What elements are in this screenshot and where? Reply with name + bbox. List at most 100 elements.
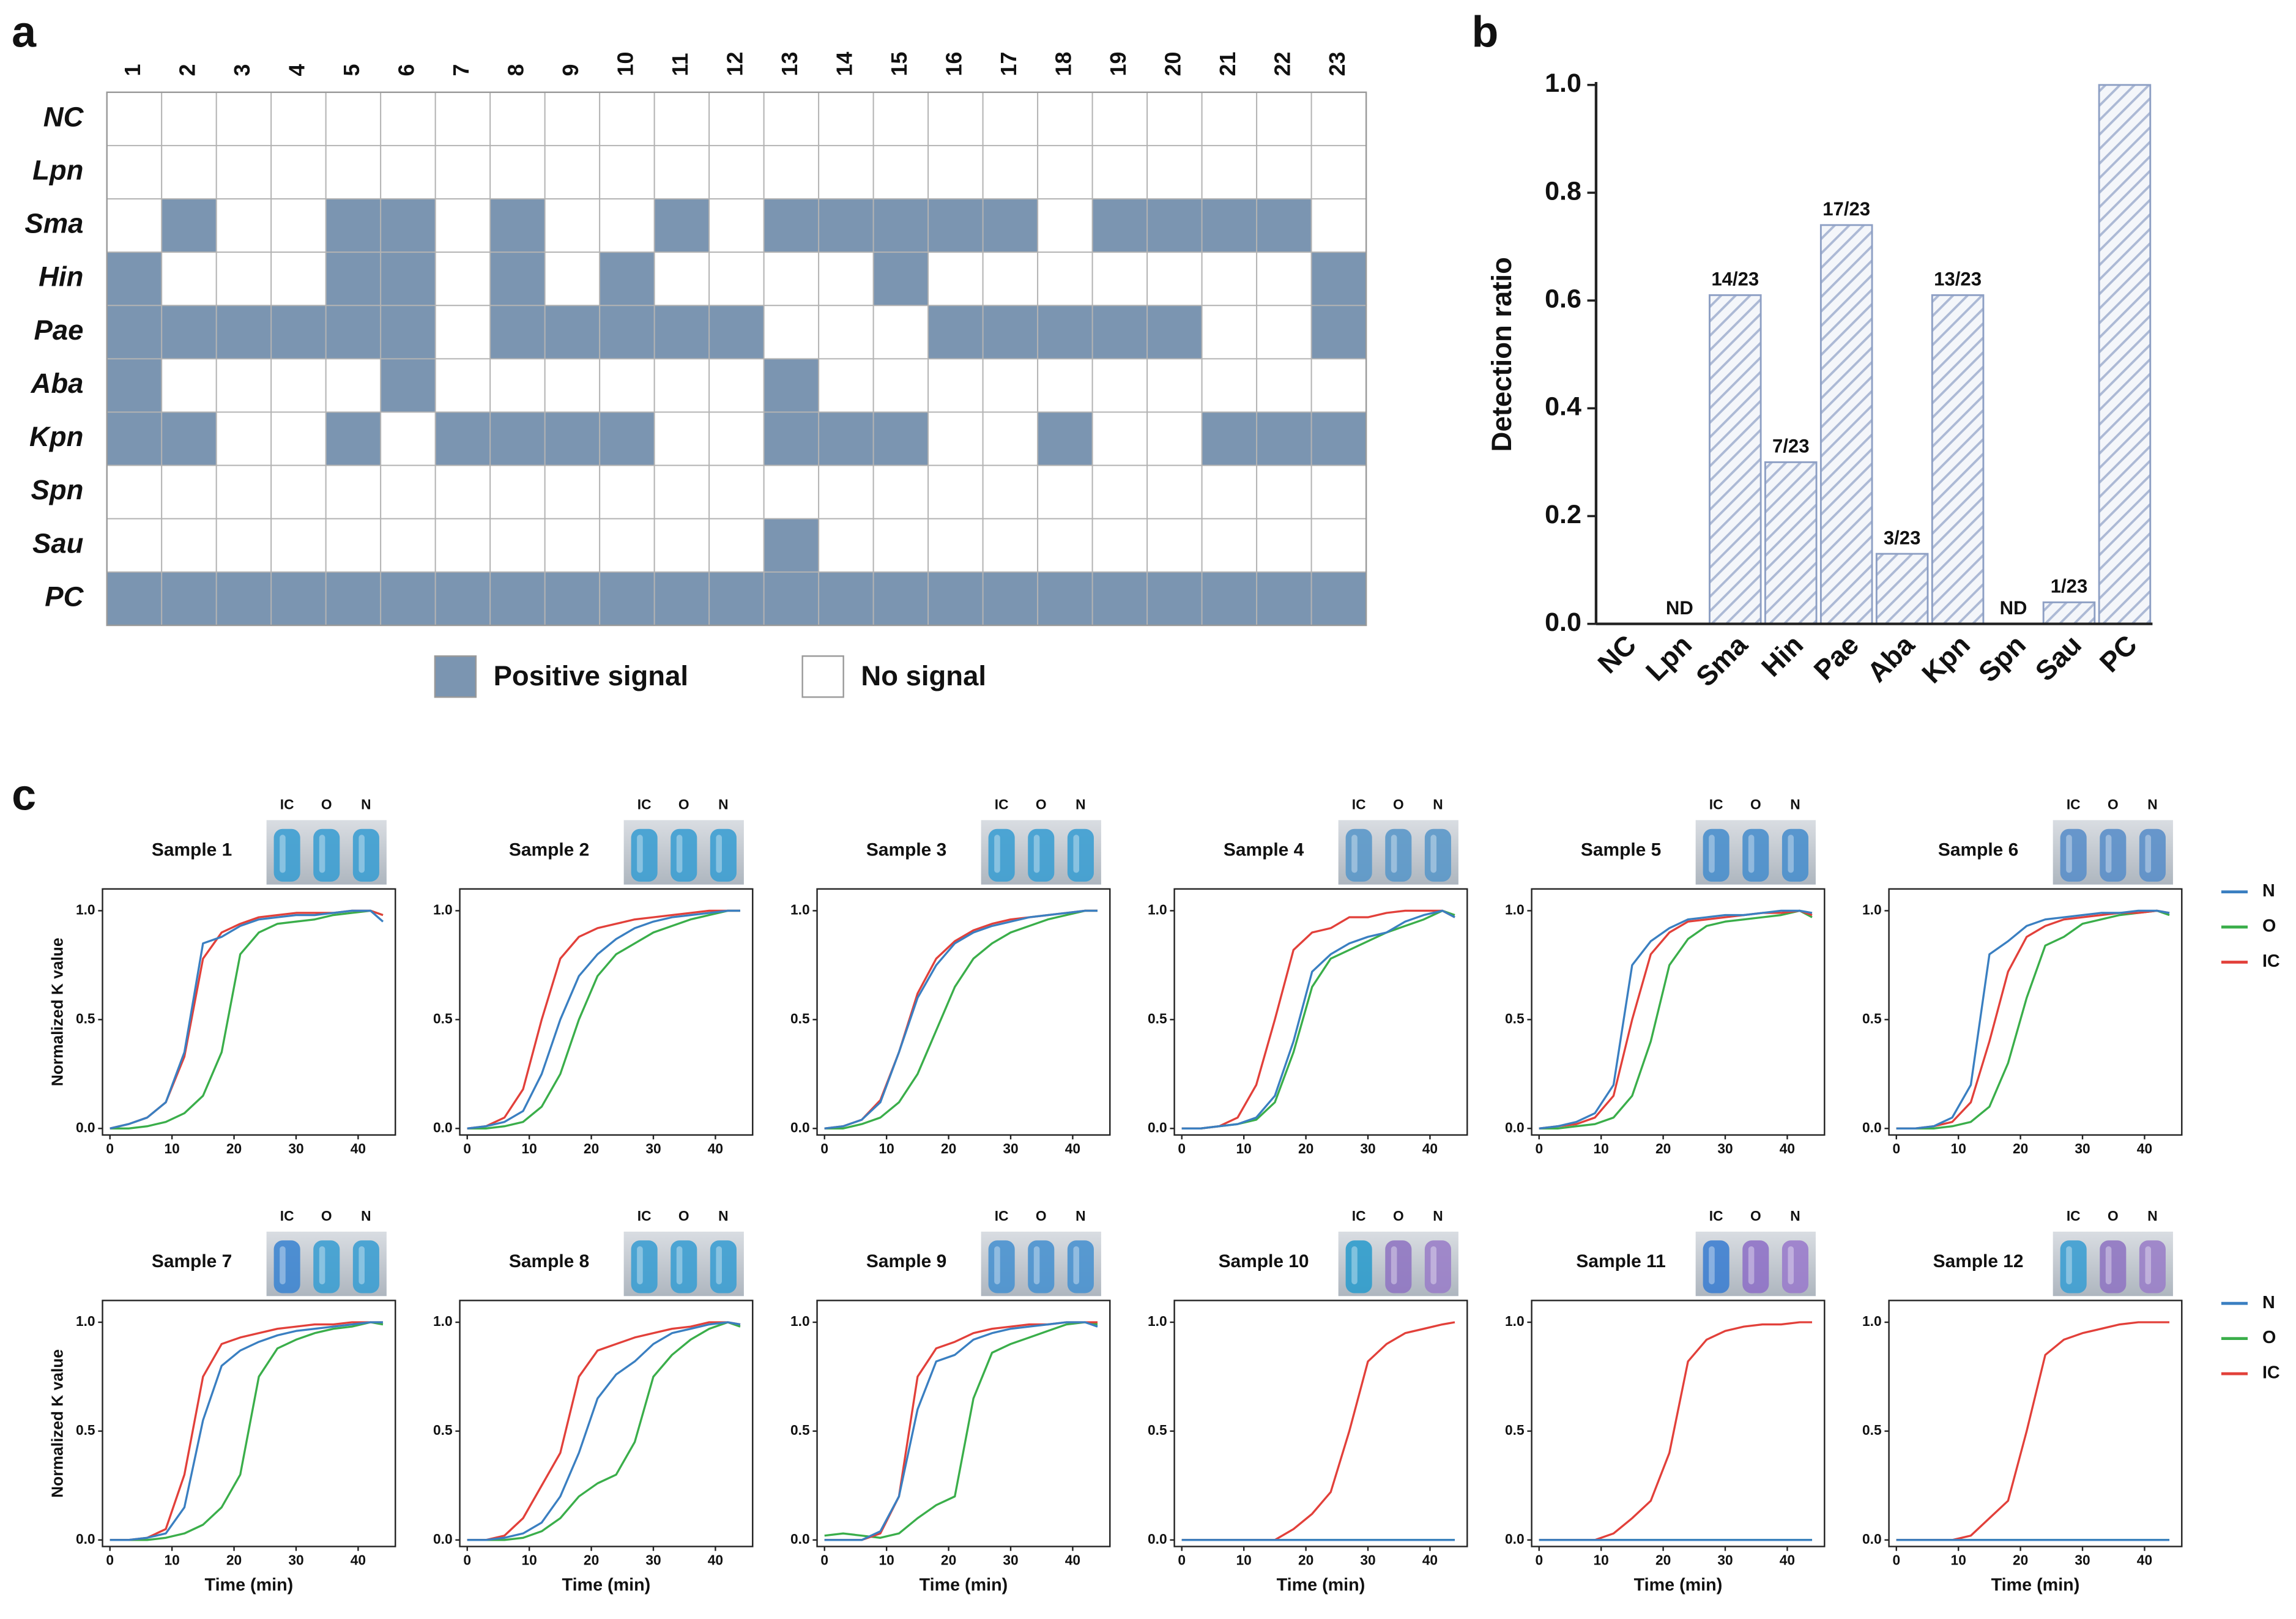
x-tick-label: 40 xyxy=(1065,1141,1080,1156)
cell xyxy=(1037,91,1093,146)
cell xyxy=(325,144,382,199)
cell xyxy=(1201,198,1258,253)
cell xyxy=(1201,251,1258,307)
cell xyxy=(1037,251,1093,307)
cell xyxy=(708,91,765,146)
x-tick-label: 30 xyxy=(1360,1141,1375,1156)
bar xyxy=(2042,601,2096,625)
series-line xyxy=(824,909,1098,1130)
x-tick-label: 10 xyxy=(1951,1141,1966,1156)
cell xyxy=(544,305,601,360)
row-label: Pae xyxy=(34,314,84,346)
bar-annotation: 14/23 xyxy=(1711,269,1759,290)
cell xyxy=(872,464,929,519)
cell xyxy=(818,464,874,519)
series-line xyxy=(110,909,384,1130)
cell xyxy=(544,144,601,199)
y-tick-label: 0.5 xyxy=(1862,1422,1882,1438)
x-tick-label: 40 xyxy=(1422,1552,1438,1568)
cell xyxy=(1037,305,1093,360)
bar-annotation: 7/23 xyxy=(1772,436,1810,457)
vial-highlight xyxy=(2105,835,2112,873)
inset-label: N xyxy=(1076,1208,1085,1224)
cell xyxy=(708,144,765,199)
cell xyxy=(708,571,765,626)
cell xyxy=(325,305,382,360)
cell xyxy=(161,198,217,253)
cell xyxy=(325,198,382,253)
inset-label: IC xyxy=(280,1208,294,1224)
inset-label: IC xyxy=(637,796,652,812)
cell xyxy=(872,198,929,253)
cell xyxy=(544,571,601,626)
y-tick-label: 0.5 xyxy=(1505,1010,1525,1026)
inset-label: O xyxy=(1750,796,1761,812)
cell xyxy=(380,358,436,413)
vial xyxy=(352,828,379,882)
y-tick-label: 0.5 xyxy=(1148,1010,1167,1026)
cell xyxy=(1037,411,1093,466)
vial xyxy=(671,828,697,882)
vial xyxy=(1067,1240,1094,1293)
row-label: Hin xyxy=(39,261,83,292)
y-tick-label: 0.0 xyxy=(1545,608,1581,637)
bar xyxy=(1819,224,1873,625)
vial-highlight xyxy=(676,835,683,873)
cell xyxy=(1146,251,1203,307)
cell xyxy=(1037,518,1093,573)
inset-label: O xyxy=(1393,796,1404,812)
cell xyxy=(215,305,272,360)
cell xyxy=(380,518,436,573)
y-tick-label: 1.0 xyxy=(76,1313,95,1329)
chart-title: Sample 10 xyxy=(1219,1251,1309,1271)
x-tick-label: 30 xyxy=(645,1552,661,1568)
cell xyxy=(270,464,327,519)
series-line xyxy=(824,1321,1098,1541)
cell xyxy=(1310,518,1367,573)
cell xyxy=(818,358,874,413)
vial xyxy=(1781,1240,1808,1293)
cell xyxy=(434,464,491,519)
column-label: 22 xyxy=(1270,52,1295,76)
cell xyxy=(1091,571,1148,626)
series-line xyxy=(824,909,1098,1130)
vial-highlight xyxy=(2066,835,2072,873)
chart-title: Sample 6 xyxy=(1938,840,2018,860)
cell xyxy=(1256,518,1312,573)
row-label: Aba xyxy=(31,368,84,399)
y-tick-label: 1.0 xyxy=(1148,1313,1167,1329)
x-tick-label: 30 xyxy=(645,1141,661,1156)
chart-title: Sample 5 xyxy=(1581,840,1661,860)
x-axis-label: Time (min) xyxy=(920,1576,1008,1595)
vial-highlight xyxy=(2105,1246,2112,1285)
cell xyxy=(1310,411,1367,466)
series-line xyxy=(467,909,740,1130)
series-line xyxy=(1896,909,2170,1130)
cell xyxy=(599,571,655,626)
cell xyxy=(1256,251,1312,307)
inset-label: IC xyxy=(1709,1208,1723,1224)
column-label: 18 xyxy=(1051,52,1076,76)
vial-highlight xyxy=(2145,1246,2152,1285)
cell xyxy=(653,305,710,360)
y-tick-label: 0.0 xyxy=(1148,1119,1167,1135)
series-line xyxy=(1181,909,1455,1130)
legend-label: IC xyxy=(2262,1363,2280,1383)
cell xyxy=(380,91,436,146)
cell xyxy=(270,411,327,466)
cell xyxy=(927,251,984,307)
series-line xyxy=(1539,1321,1813,1541)
cell xyxy=(1091,144,1148,199)
cell xyxy=(489,305,546,360)
cell xyxy=(380,144,436,199)
cell xyxy=(763,305,820,360)
cell xyxy=(1201,144,1258,199)
cell xyxy=(1037,571,1093,626)
x-axis-label: Time (min) xyxy=(1991,1576,2080,1595)
x-tick-label: Kpn xyxy=(1915,629,1976,690)
vial xyxy=(273,828,300,882)
chart-title: Sample 3 xyxy=(866,840,946,860)
inset-label: O xyxy=(2108,796,2119,812)
cell xyxy=(489,518,546,573)
cell xyxy=(708,251,765,307)
